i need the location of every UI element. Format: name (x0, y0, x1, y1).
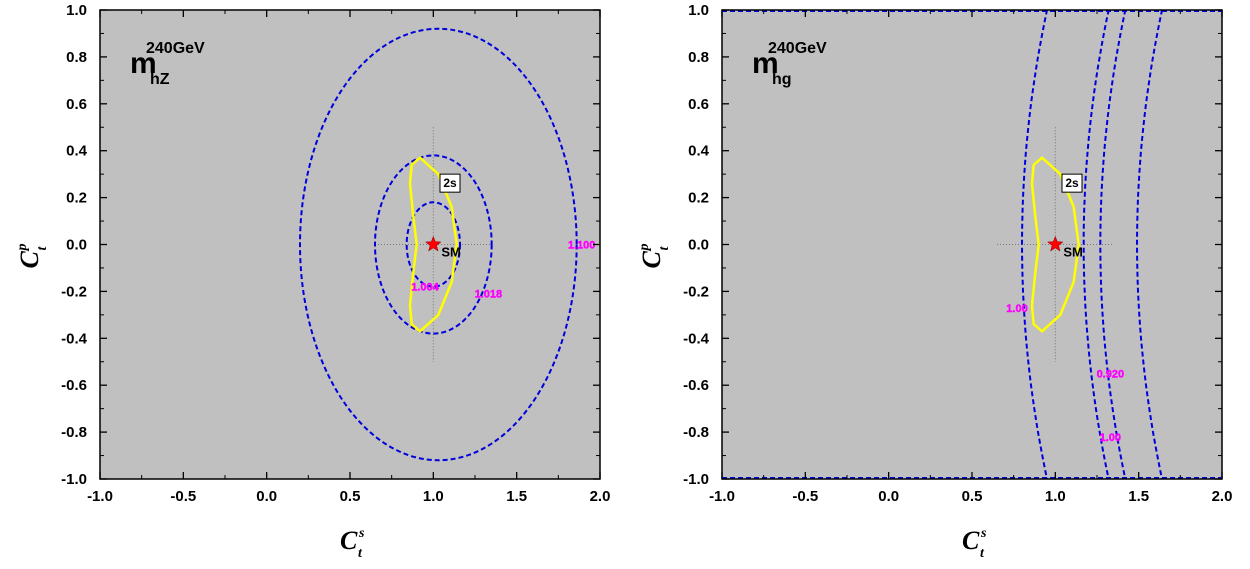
y-tick-label: 1.0 (688, 2, 709, 19)
x-axis-label-sup: s (980, 526, 987, 541)
y-tick-label: 0.0 (66, 237, 87, 254)
x-axis-label-sub: t (358, 546, 363, 561)
contour-label: 1.00 (1100, 432, 1121, 444)
contour-label: 0.920 (1097, 368, 1125, 380)
chart-panel-2: 1.00 0.920 1.00 2s SM -1.0 -0.5 0.0 0.5 1.0 1.5 2.0… (637, 2, 1233, 561)
x-tick-label: 2.0 (590, 488, 611, 505)
y-tick-label: 0.2 (66, 190, 87, 207)
y-tick-label: -0.8 (683, 424, 709, 441)
panel-title-sub: hg (772, 71, 792, 88)
y-axis-label-group: Cp t (637, 244, 672, 269)
sigma-label-box (1061, 173, 1083, 193)
x-tick-label: 0.0 (878, 488, 899, 505)
x-tick-label: -0.5 (170, 488, 196, 505)
sm-label: SM (441, 245, 461, 260)
y-tick-label: 0.8 (66, 49, 87, 66)
y-tick-label: 0.8 (688, 49, 709, 66)
contour-line (1020, 10, 1049, 479)
y-axis-label-sub: t (657, 246, 672, 251)
y-axis-label-group: Cp t (15, 244, 50, 269)
x-tick-label: -1.0 (87, 488, 113, 505)
x-tick-label: 1.0 (423, 488, 444, 505)
plot-background (100, 10, 600, 479)
y-axis-label-sup: p (637, 244, 652, 252)
contour-line (1082, 10, 1110, 479)
contour-line (374, 154, 493, 335)
contour-label: 1.004 (411, 282, 439, 294)
y-tick-label: -1.0 (61, 471, 87, 488)
y-tick-label: -1.0 (683, 471, 709, 488)
y-axis-label: C (637, 251, 666, 269)
plot-background (722, 10, 1222, 479)
chart-panel-1: 1.004 1.018 1.100 2s SM -1.0 -0.5 0.0 0.5 1.0 1.5 2… (15, 2, 610, 561)
y-axis-label: C (15, 251, 44, 269)
panel-title-sup: 240GeV (146, 40, 205, 57)
x-tick-label: 2.0 (1212, 488, 1233, 505)
x-tick-label: 1.5 (506, 488, 527, 505)
y-tick-label: 0.4 (66, 143, 88, 160)
y-tick-label: 1.0 (66, 2, 87, 19)
contour-line (299, 27, 578, 462)
contour-label: 1.100 (568, 240, 596, 252)
panel-title-sup: 240GeV (768, 40, 827, 57)
sm-label: SM (1063, 245, 1083, 260)
y-axis-label-sup: p (15, 244, 30, 252)
contour-line (1135, 10, 1164, 479)
x-axis-label: C (340, 526, 358, 555)
y-tick-label: -0.6 (683, 377, 709, 394)
panel-title: m (130, 47, 157, 80)
y-tick-label: -0.6 (61, 377, 87, 394)
x-tick-label: 0.0 (256, 488, 277, 505)
contour-label: 1.00 (1006, 303, 1027, 315)
x-tick-label: 0.5 (962, 488, 983, 505)
sm-star-marker (1047, 235, 1064, 252)
sigma-region-boundary (408, 156, 458, 333)
contour-line (1099, 10, 1127, 479)
sigma-label: 2s (443, 176, 457, 190)
x-tick-label: -1.0 (709, 488, 735, 505)
panel-title: m (752, 47, 779, 80)
sigma-label: 2s (1065, 176, 1079, 190)
y-tick-label: 0.6 (66, 96, 87, 113)
panel-title-sub: hZ (150, 71, 170, 88)
x-axis-label-sub: t (980, 546, 985, 561)
x-tick-label: 0.5 (340, 488, 361, 505)
x-axis-label: C (962, 526, 980, 555)
y-tick-label: -0.2 (61, 283, 87, 300)
y-tick-label: -0.4 (683, 330, 710, 347)
x-tick-label: 1.5 (1128, 488, 1149, 505)
y-tick-label: 0.6 (688, 96, 709, 113)
y-tick-label: -0.4 (61, 330, 88, 347)
sm-star-marker (425, 235, 442, 252)
sigma-label-box (439, 173, 461, 193)
y-tick-label: 0.2 (688, 190, 709, 207)
y-tick-label: 0.0 (688, 237, 709, 254)
contour-line (405, 201, 462, 288)
plot-area: 1.004 1.018 1.100 2s SM (299, 27, 596, 462)
x-tick-label: 1.0 (1045, 488, 1066, 505)
y-tick-label: -0.2 (683, 283, 709, 300)
x-tick-label: -0.5 (792, 488, 818, 505)
sigma-region-boundary (1030, 156, 1080, 333)
contour-label: 1.018 (475, 289, 503, 301)
y-axis-label-sub: t (35, 246, 50, 251)
x-axis-label-sup: s (358, 526, 365, 541)
y-tick-label: 0.4 (688, 143, 710, 160)
y-tick-label: -0.8 (61, 424, 87, 441)
